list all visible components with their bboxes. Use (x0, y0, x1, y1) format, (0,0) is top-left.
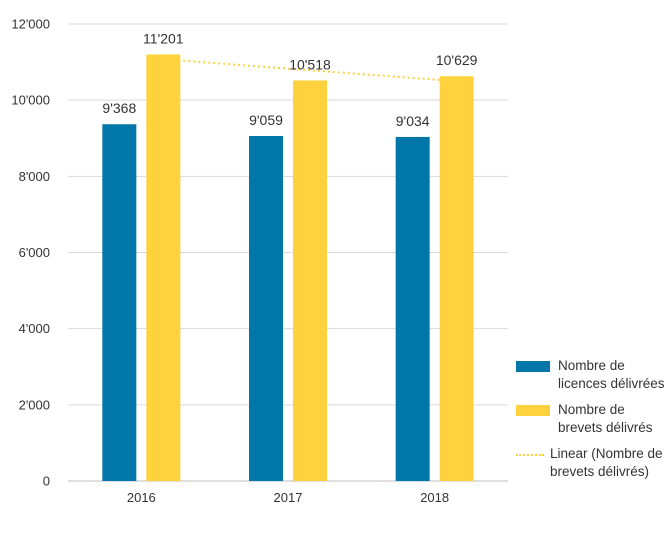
trendline-group (163, 58, 457, 83)
y-tick-label: 10'000 (11, 93, 50, 108)
legend: Nombre de licences délivrées Nombre de b… (516, 357, 671, 489)
data-label-licences: 9'059 (249, 112, 283, 128)
data-label-licences: 9'368 (102, 100, 136, 116)
legend-item-brevets: Nombre de brevets délivrés (516, 401, 671, 437)
y-tick-label: 12'000 (11, 17, 50, 32)
legend-swatch-licences (516, 361, 550, 372)
trendline (163, 58, 457, 83)
bar-series (102, 54, 474, 481)
legend-label-linear: Linear (Nombre de brevets délivrés) (550, 446, 663, 479)
bar-brevets (146, 54, 181, 481)
y-axis-tick-labels: 0 2'000 4'000 6'000 8'000 10'000 12'000 (11, 17, 50, 489)
data-label-brevets: 10'629 (436, 52, 478, 68)
legend-swatch-brevets (516, 405, 550, 416)
bar-brevets (439, 76, 474, 481)
y-tick-label: 2'000 (19, 397, 50, 412)
bar-licences (395, 136, 430, 481)
data-label-brevets: 10'518 (289, 56, 331, 72)
legend-item-licences: Nombre de licences délivrées (516, 357, 671, 393)
bar-brevets (293, 80, 327, 481)
gridlines (68, 23, 508, 482)
legend-label-brevets: Nombre de brevets délivrés (558, 402, 653, 435)
x-tick-label: 2018 (420, 490, 449, 505)
y-tick-label: 8'000 (19, 169, 50, 184)
bar-licences (249, 136, 283, 481)
legend-item-linear: Linear (Nombre de brevets délivrés) (516, 445, 671, 481)
y-tick-label: 6'000 (19, 245, 50, 260)
legend-swatch-linear (516, 454, 544, 456)
data-label-licences: 9'034 (396, 113, 430, 129)
y-tick-label: 4'000 (19, 321, 50, 336)
x-tick-label: 2017 (274, 490, 303, 505)
legend-label-licences: Nombre de licences délivrées (558, 358, 665, 391)
x-axis-tick-labels: 2016 2017 2018 (127, 490, 449, 505)
data-labels: 9'368 11'201 9'059 10'518 9'034 10'629 (102, 30, 477, 129)
x-tick-label: 2016 (127, 490, 156, 505)
data-label-brevets: 11'201 (143, 30, 184, 46)
bar-licences (102, 124, 137, 481)
y-tick-label: 0 (43, 474, 50, 489)
